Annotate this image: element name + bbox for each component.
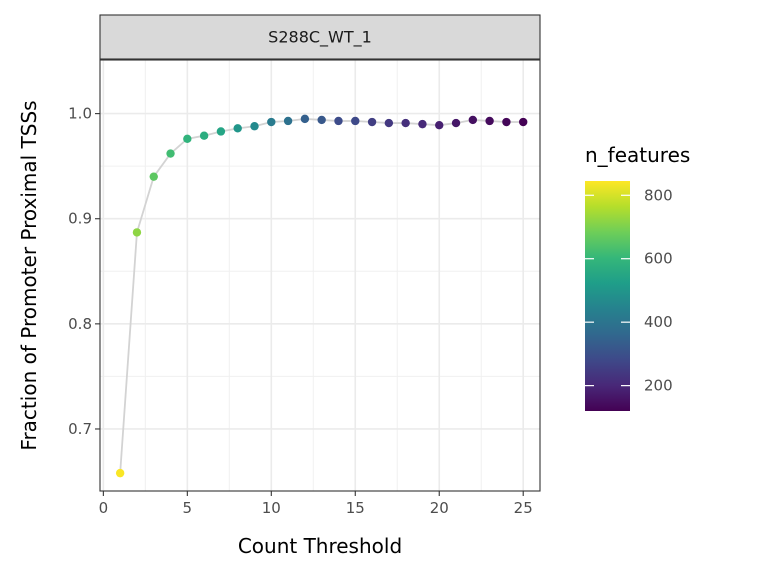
legend-tick-label: 800 <box>644 186 673 204</box>
legend: n_features 200 400 600 800 <box>585 143 690 411</box>
data-point <box>519 117 528 127</box>
plot-panel <box>100 60 540 491</box>
y-tick-label: 0.9 <box>68 210 92 228</box>
grid-minor <box>100 60 540 491</box>
y-tick-label: 0.8 <box>68 315 92 333</box>
data-point <box>250 122 259 131</box>
data-point <box>401 118 410 128</box>
x-tick-label: 15 <box>346 499 365 517</box>
data-point <box>384 118 394 128</box>
data-point <box>300 114 310 124</box>
data-point <box>216 127 226 136</box>
y-tick-label: 1.0 <box>68 105 92 123</box>
y-axis-title: Fraction of Promoter Proximal TSSs <box>17 100 41 450</box>
data-point <box>435 120 444 130</box>
data-points <box>115 114 528 478</box>
legend-title: n_features <box>585 143 690 167</box>
data-point <box>199 131 209 140</box>
data-point <box>367 117 377 127</box>
x-tick-label: 0 <box>99 499 109 517</box>
data-point <box>233 124 242 133</box>
plot-panel-border <box>99 59 541 492</box>
y-tick-label: 0.7 <box>68 420 92 438</box>
data-point <box>166 149 175 158</box>
legend-colorbar <box>585 181 630 411</box>
x-tick-label: 20 <box>430 499 449 517</box>
data-point <box>418 119 427 129</box>
x-axis: 0 5 10 15 20 25 <box>99 491 533 517</box>
y-axis: 0.7 0.8 0.9 1.0 <box>68 105 100 438</box>
data-point <box>132 228 142 237</box>
x-axis-title: Count Threshold <box>238 534 402 558</box>
x-tick-label: 5 <box>183 499 193 517</box>
legend-ticks: 200 400 600 800 <box>585 186 673 395</box>
data-point <box>317 115 326 125</box>
legend-tick-label: 600 <box>644 250 673 268</box>
data-point <box>283 116 293 126</box>
data-point <box>468 115 478 125</box>
data-point <box>502 117 511 127</box>
facet-strip-label: S288C_WT_1 <box>268 28 372 48</box>
data-point <box>267 117 276 127</box>
data-point <box>451 118 461 128</box>
data-point <box>115 468 125 478</box>
data-point <box>334 116 343 126</box>
data-point <box>485 116 494 126</box>
legend-tick-label: 200 <box>644 377 673 395</box>
grid-major <box>100 60 540 491</box>
facet-strip <box>99 14 541 60</box>
data-point <box>351 116 360 126</box>
data-point <box>183 134 192 144</box>
x-tick-label: 25 <box>514 499 533 517</box>
x-tick-label: 10 <box>262 499 281 517</box>
legend-tick-label: 400 <box>644 313 673 331</box>
data-point <box>149 172 158 181</box>
